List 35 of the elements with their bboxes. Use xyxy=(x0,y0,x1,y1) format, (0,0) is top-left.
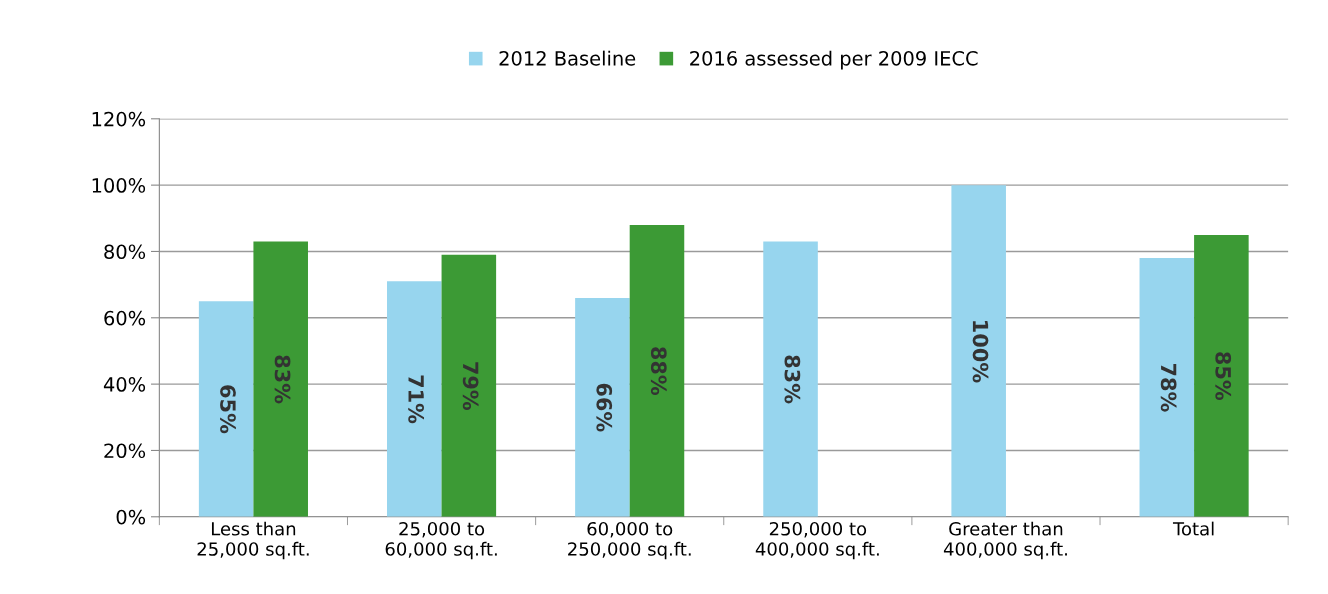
bar xyxy=(387,281,442,517)
x-tick-label: 25,000 to 60,000 sq.ft. xyxy=(385,521,497,560)
bar xyxy=(253,241,308,517)
bar xyxy=(1194,234,1249,517)
data-label: 88% xyxy=(650,347,667,396)
y-tick-label: 100% xyxy=(92,178,146,193)
legend-label: 2012 Baseline xyxy=(499,50,636,66)
data-label: 71% xyxy=(408,375,424,424)
y-tick-label: 40% xyxy=(103,377,146,392)
y-tick-label: 60% xyxy=(104,310,146,326)
data-label: 85% xyxy=(1215,352,1232,401)
y-tick-label: 0% xyxy=(116,509,146,525)
x-tick-label: 60,000 to 250,000 sq.ft. xyxy=(568,521,691,560)
data-label: 78% xyxy=(1160,363,1177,412)
bar xyxy=(763,241,818,517)
data-label: 79% xyxy=(462,362,479,411)
bar xyxy=(441,254,497,517)
x-tick-label: Less than 25,000 sq.ft. xyxy=(197,521,309,560)
data-label: 66% xyxy=(596,383,613,432)
y-tick-label: 80% xyxy=(104,244,146,260)
x-tick-label: Total xyxy=(1172,521,1214,536)
bar xyxy=(198,301,254,517)
data-label: 100% xyxy=(972,321,989,383)
data-label: 83% xyxy=(784,355,801,404)
data-label: 65% xyxy=(220,385,236,434)
x-tick-label: 250,000 to 400,000 sq.ft. xyxy=(755,521,879,560)
y-tick-label: 20% xyxy=(104,443,146,459)
y-tick-label: 120% xyxy=(92,111,146,127)
bar xyxy=(951,185,1006,517)
bar xyxy=(575,297,630,517)
data-label: 83% xyxy=(274,355,291,404)
bar xyxy=(1139,258,1195,517)
legend-label: 2016 assessed per 2009 IECC xyxy=(690,50,978,70)
bar xyxy=(629,224,685,517)
x-tick-label: Greater than 400,000 sq.ft. xyxy=(943,521,1067,560)
